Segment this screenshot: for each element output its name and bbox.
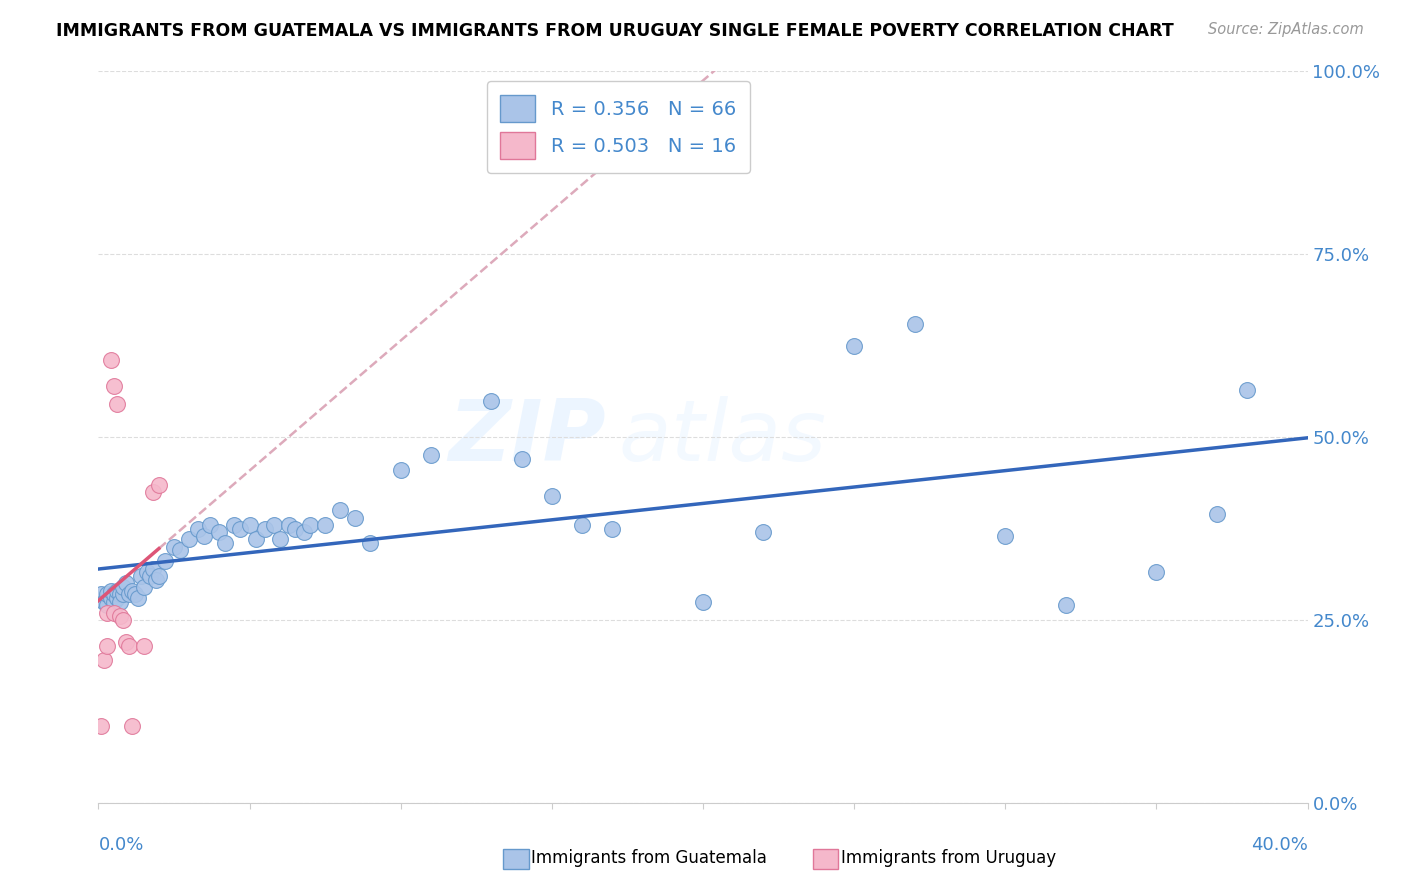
Point xyxy=(179,533,201,547)
Point xyxy=(163,540,186,554)
Point xyxy=(1144,566,1167,580)
Point xyxy=(1054,599,1077,613)
Point xyxy=(169,543,191,558)
Point xyxy=(96,639,118,653)
Point xyxy=(90,587,112,601)
Point xyxy=(96,606,118,620)
Point xyxy=(103,379,125,393)
Point xyxy=(314,517,336,532)
Point xyxy=(153,554,176,568)
Point xyxy=(994,529,1017,543)
Text: Immigrants from Uruguay: Immigrants from Uruguay xyxy=(841,849,1056,867)
Point xyxy=(844,338,866,352)
Point xyxy=(187,521,209,535)
Point xyxy=(108,609,131,624)
Text: ZIP: ZIP xyxy=(449,395,606,479)
Point xyxy=(132,639,155,653)
Text: IMMIGRANTS FROM GUATEMALA VS IMMIGRANTS FROM URUGUAY SINGLE FEMALE POVERTY CORRE: IMMIGRANTS FROM GUATEMALA VS IMMIGRANTS … xyxy=(56,22,1174,40)
Point xyxy=(100,591,122,605)
Point xyxy=(229,521,252,535)
Point xyxy=(127,591,149,605)
Text: 40.0%: 40.0% xyxy=(1251,836,1308,854)
Point xyxy=(904,317,927,331)
Point xyxy=(108,594,131,608)
Point xyxy=(284,521,307,535)
Point xyxy=(481,393,503,408)
Point xyxy=(148,477,170,491)
Point xyxy=(360,536,382,550)
Point xyxy=(111,587,134,601)
Point xyxy=(96,599,118,613)
Point xyxy=(93,594,115,608)
Point xyxy=(103,594,125,608)
Point xyxy=(344,510,367,524)
Point xyxy=(540,489,562,503)
Point xyxy=(292,525,315,540)
Point xyxy=(269,533,291,547)
Point xyxy=(135,566,157,580)
Point xyxy=(121,583,143,598)
Point xyxy=(114,635,136,649)
Point xyxy=(389,463,412,477)
Point xyxy=(105,591,128,605)
Point xyxy=(602,521,624,535)
Point xyxy=(510,452,533,467)
Point xyxy=(200,517,222,532)
Point xyxy=(692,594,714,608)
Point xyxy=(145,573,167,587)
Point xyxy=(253,521,276,535)
Point xyxy=(139,569,162,583)
Point xyxy=(118,639,141,653)
Point xyxy=(571,517,593,532)
Legend: R = 0.356   N = 66, R = 0.503   N = 16: R = 0.356 N = 66, R = 0.503 N = 16 xyxy=(486,81,749,173)
Point xyxy=(224,517,246,532)
Point xyxy=(752,525,775,540)
Point xyxy=(100,583,122,598)
Point xyxy=(420,448,443,462)
Point xyxy=(277,517,299,532)
Point xyxy=(105,583,128,598)
Point xyxy=(108,587,131,601)
Point xyxy=(142,485,165,500)
Point xyxy=(148,569,170,583)
Point xyxy=(100,353,122,368)
Point xyxy=(124,587,146,601)
Point xyxy=(114,576,136,591)
Point xyxy=(105,397,128,411)
Point xyxy=(129,569,152,583)
Point xyxy=(103,587,125,601)
Point xyxy=(245,533,267,547)
Text: 0.0%: 0.0% xyxy=(98,836,143,854)
Point xyxy=(1206,507,1229,521)
Point xyxy=(103,606,125,620)
Point xyxy=(263,517,285,532)
Point xyxy=(329,503,352,517)
Point xyxy=(299,517,322,532)
Point xyxy=(239,517,262,532)
Point xyxy=(118,587,141,601)
Point xyxy=(96,587,118,601)
Point xyxy=(142,562,165,576)
Point xyxy=(1236,383,1258,397)
Point xyxy=(132,580,155,594)
Point xyxy=(111,580,134,594)
Point xyxy=(111,613,134,627)
Text: atlas: atlas xyxy=(619,395,827,479)
Point xyxy=(93,653,115,667)
Point xyxy=(214,536,236,550)
Point xyxy=(121,719,143,733)
Point xyxy=(193,529,215,543)
Point xyxy=(208,525,231,540)
Text: Immigrants from Guatemala: Immigrants from Guatemala xyxy=(531,849,768,867)
Point xyxy=(90,719,112,733)
Text: Source: ZipAtlas.com: Source: ZipAtlas.com xyxy=(1208,22,1364,37)
